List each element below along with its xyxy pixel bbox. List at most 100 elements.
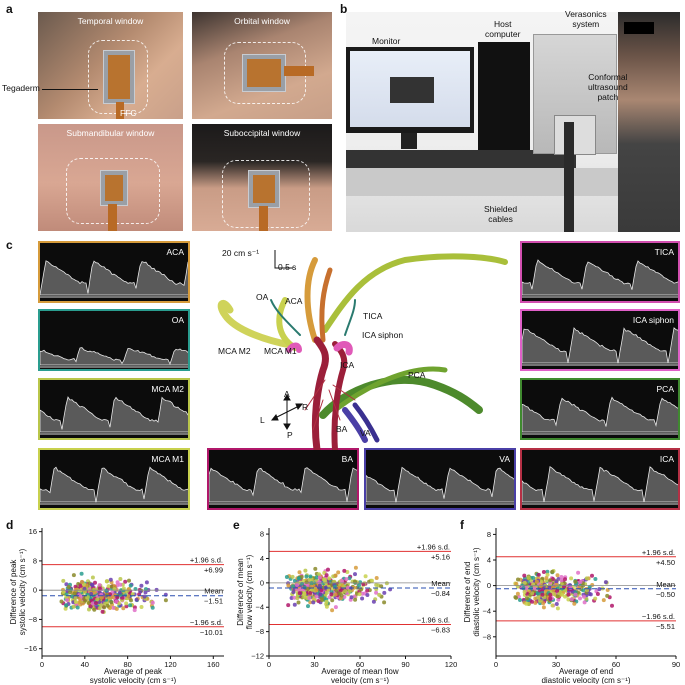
spectrogram-trace	[40, 260, 188, 298]
data-point	[382, 600, 387, 605]
data-point	[603, 580, 608, 585]
upper-limit-value: +6.99	[204, 566, 223, 575]
panel-label-d: d	[6, 518, 14, 532]
patch-label: Conformal ultrasound patch	[588, 72, 628, 102]
x-tick-label: 120	[164, 660, 177, 669]
data-point	[554, 602, 559, 606]
scalebar-time: 0.5 s	[278, 262, 297, 272]
data-point	[109, 600, 114, 605]
x-tick-label: 80	[123, 660, 131, 669]
data-point	[139, 583, 144, 588]
spectrogram-label: ACA	[166, 247, 184, 257]
x-tick-label: 0	[494, 660, 498, 669]
data-point	[573, 579, 578, 584]
upper-limit-label: +1.96 s.d.	[190, 556, 223, 565]
data-point	[61, 578, 66, 583]
spectrogram-trace	[40, 396, 188, 435]
data-point	[297, 591, 302, 596]
data-point	[536, 595, 541, 600]
data-point	[365, 588, 370, 593]
vessel-label-oa: OA	[256, 292, 269, 302]
lower-limit-value: −5.51	[656, 622, 675, 631]
vessel-label-ica-siphon: ICA siphon	[362, 330, 404, 340]
lower-limit-label: −1.96 s.d.	[417, 615, 450, 624]
data-point	[516, 577, 520, 582]
data-point	[118, 582, 123, 587]
data-point	[337, 591, 342, 596]
data-point	[360, 596, 365, 601]
spectrogram-ba: BA	[207, 448, 359, 510]
x-axis-label: Average of mean flow	[321, 667, 398, 676]
data-point	[124, 604, 129, 609]
y-tick-label: 4	[487, 556, 491, 565]
data-point	[522, 589, 527, 594]
x-tick-label: 0	[40, 660, 44, 669]
data-point	[115, 580, 120, 585]
data-point	[588, 592, 593, 597]
vessel-label-mca-m2: MCA M2	[218, 346, 251, 356]
data-point	[340, 579, 345, 584]
spectrogram-trace	[522, 259, 678, 298]
data-point	[108, 577, 113, 582]
data-point	[97, 586, 102, 591]
data-point	[92, 607, 97, 612]
data-point	[374, 590, 379, 595]
upper-limit-label: +1.96 s.d.	[642, 548, 675, 557]
mean-label: Mean	[656, 580, 675, 589]
data-point	[286, 583, 291, 588]
data-point	[540, 592, 545, 597]
data-point	[536, 572, 541, 577]
spectrogram-aca: ACA	[38, 241, 190, 303]
data-point	[82, 589, 87, 594]
data-point	[324, 573, 329, 578]
data-point	[291, 590, 296, 595]
data-point	[307, 577, 312, 582]
data-point	[513, 595, 518, 600]
data-point	[548, 592, 553, 597]
spectrum-envelope	[366, 466, 514, 503]
data-point	[365, 593, 370, 597]
window-caption: Submandibular window	[66, 128, 155, 138]
spectrum-envelope	[522, 259, 678, 296]
x-tick-label: 160	[207, 660, 220, 669]
verasonics-label: Verasonics system	[565, 9, 607, 29]
data-point	[526, 575, 531, 580]
data-point	[77, 593, 82, 598]
data-point	[284, 575, 289, 579]
spectrogram-mca-m1: MCA M1	[38, 448, 190, 510]
data-point	[363, 574, 368, 579]
cable-image	[564, 122, 574, 232]
spectrogram-label: TICA	[654, 247, 674, 257]
vessel-label-aca: ACA	[285, 296, 303, 306]
data-point	[97, 606, 102, 611]
data-point	[329, 592, 334, 597]
data-point	[554, 579, 559, 584]
data-point	[521, 586, 526, 591]
panel-label-a: a	[6, 2, 13, 16]
data-point	[304, 580, 309, 585]
mean-label: Mean	[431, 579, 450, 588]
data-point	[347, 576, 352, 581]
orient-l: L	[260, 415, 265, 425]
data-point	[550, 569, 555, 574]
spectrum-envelope	[40, 396, 188, 433]
y-axis-label: Difference of end	[464, 562, 472, 623]
data-point	[114, 599, 119, 604]
y-axis-label-line2: flow velocity (cm s⁻¹)	[245, 554, 254, 629]
spectrum-envelope	[522, 327, 678, 364]
photo-orbital: Orbital window	[192, 12, 332, 119]
ica-vessel-2	[331, 341, 348, 450]
ffc-image	[108, 204, 117, 231]
x-tick-label: 90	[672, 660, 680, 669]
data-point	[541, 605, 546, 610]
data-point	[75, 605, 80, 610]
spectrum-envelope	[209, 467, 357, 503]
ffc-annotation: FFC	[120, 108, 137, 118]
data-point	[352, 585, 357, 590]
data-point	[333, 605, 338, 610]
panel-label-f: f	[460, 518, 464, 532]
x-tick-label: 0	[267, 660, 271, 669]
orientation-axes	[270, 394, 304, 430]
vessel-label-tica: TICA	[363, 311, 383, 321]
spectrum-envelope	[522, 466, 678, 503]
